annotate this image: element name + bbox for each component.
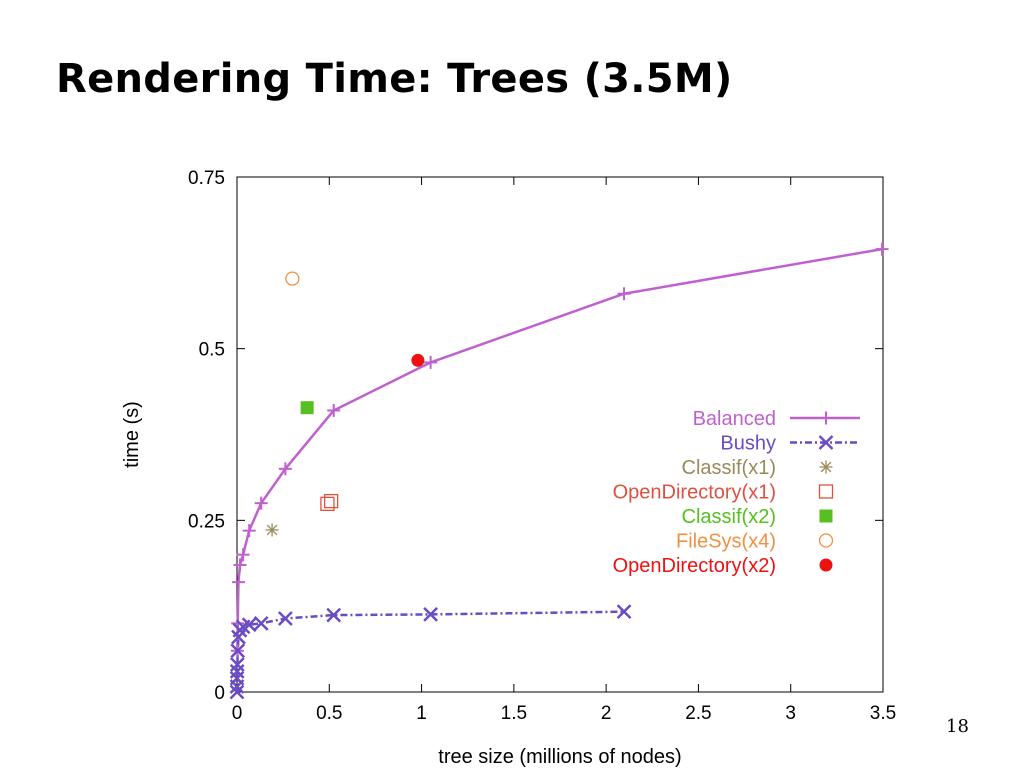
legend-symbol-filesys-x4	[818, 533, 834, 548]
x-tick-label: 3.5	[870, 703, 896, 724]
legend-symbol-bushy	[818, 435, 834, 450]
data-point-bushy	[423, 607, 438, 622]
plot-border	[236, 176, 884, 693]
data-point-opendirectory-x1	[323, 493, 339, 509]
data-point-opendirectory-x1	[320, 496, 335, 512]
y-tick-label: 0.5	[199, 340, 225, 361]
page-number: 18	[946, 716, 969, 737]
data-point-opendirectory-x2	[411, 353, 425, 367]
data-point-balanced	[617, 287, 631, 301]
x-tick-label: 1.5	[501, 703, 527, 724]
legend-label-opendirectory-x1: OpenDirectory(x1)	[613, 482, 776, 504]
data-point-balanced	[278, 462, 292, 476]
x-tick-label: 0	[232, 703, 243, 724]
legend-label-opendirectory-x2: OpenDirectory(x2)	[613, 555, 776, 577]
plot-frame	[236, 176, 884, 693]
legend-symbol-balanced	[819, 411, 833, 425]
data-point-balanced	[327, 403, 341, 417]
data-point-bushy	[241, 617, 257, 633]
data-point-balanced	[236, 548, 250, 562]
legend-symbol-classif-x2	[819, 509, 833, 523]
y-tick-label: 0.25	[188, 511, 225, 532]
legend-label-classif-x1: Classif(x1)	[682, 457, 776, 479]
slide-title: Rendering Time: Trees (3.5M)	[56, 56, 733, 102]
data-point-bushy	[253, 615, 269, 631]
x-tick-label: 3	[785, 703, 796, 724]
legend-label-classif-x2: Classif(x2)	[682, 506, 776, 528]
data-point-bushy	[277, 611, 293, 626]
data-point-balanced	[231, 575, 245, 589]
legend-label-bushy: Bushy	[720, 433, 776, 455]
y-tick-label: 0.75	[188, 168, 225, 189]
legend-symbol-opendirectory-x1	[818, 484, 834, 499]
y-tick-label: 0	[214, 683, 225, 704]
data-point-bushy	[326, 607, 342, 623]
data-point-bushy	[229, 684, 245, 700]
data-point-classif-x1	[265, 523, 279, 537]
series-lines	[235, 247, 883, 692]
legend-symbol-classif-x1	[819, 460, 833, 474]
series-markers	[229, 242, 889, 700]
data-point-balanced	[233, 558, 247, 572]
data-point-classif-x2	[300, 401, 314, 415]
data-point-filesys-x4	[285, 271, 300, 286]
data-point-balanced	[424, 355, 438, 369]
legend-label-filesys-x4: FileSys(x4)	[676, 531, 776, 553]
data-point-balanced	[242, 524, 256, 538]
x-tick-label: 1	[416, 703, 427, 724]
legend-symbol-opendirectory-x2	[819, 558, 833, 572]
axis-ticks: 0 0.5 1 1.5 2 2.5 3 3.5 0 0.25 0.5 0.75	[188, 168, 896, 724]
data-point-balanced	[254, 496, 268, 510]
series-line-balanced	[236, 247, 883, 651]
legend-label-balanced: Balanced	[693, 408, 776, 430]
series-line-bushy	[235, 610, 625, 692]
x-tick-label: 2	[601, 703, 612, 724]
data-point-bushy	[229, 657, 245, 672]
x-tick-label: 0.5	[316, 703, 342, 724]
data-point-bushy	[230, 643, 246, 659]
data-point-balanced	[875, 242, 889, 256]
data-point-bushy	[616, 604, 632, 620]
x-tick-label: 2.5	[685, 703, 711, 724]
y-axis-label: time (s)	[121, 401, 143, 468]
x-axis-label: tree size (millions of nodes)	[438, 746, 681, 768]
